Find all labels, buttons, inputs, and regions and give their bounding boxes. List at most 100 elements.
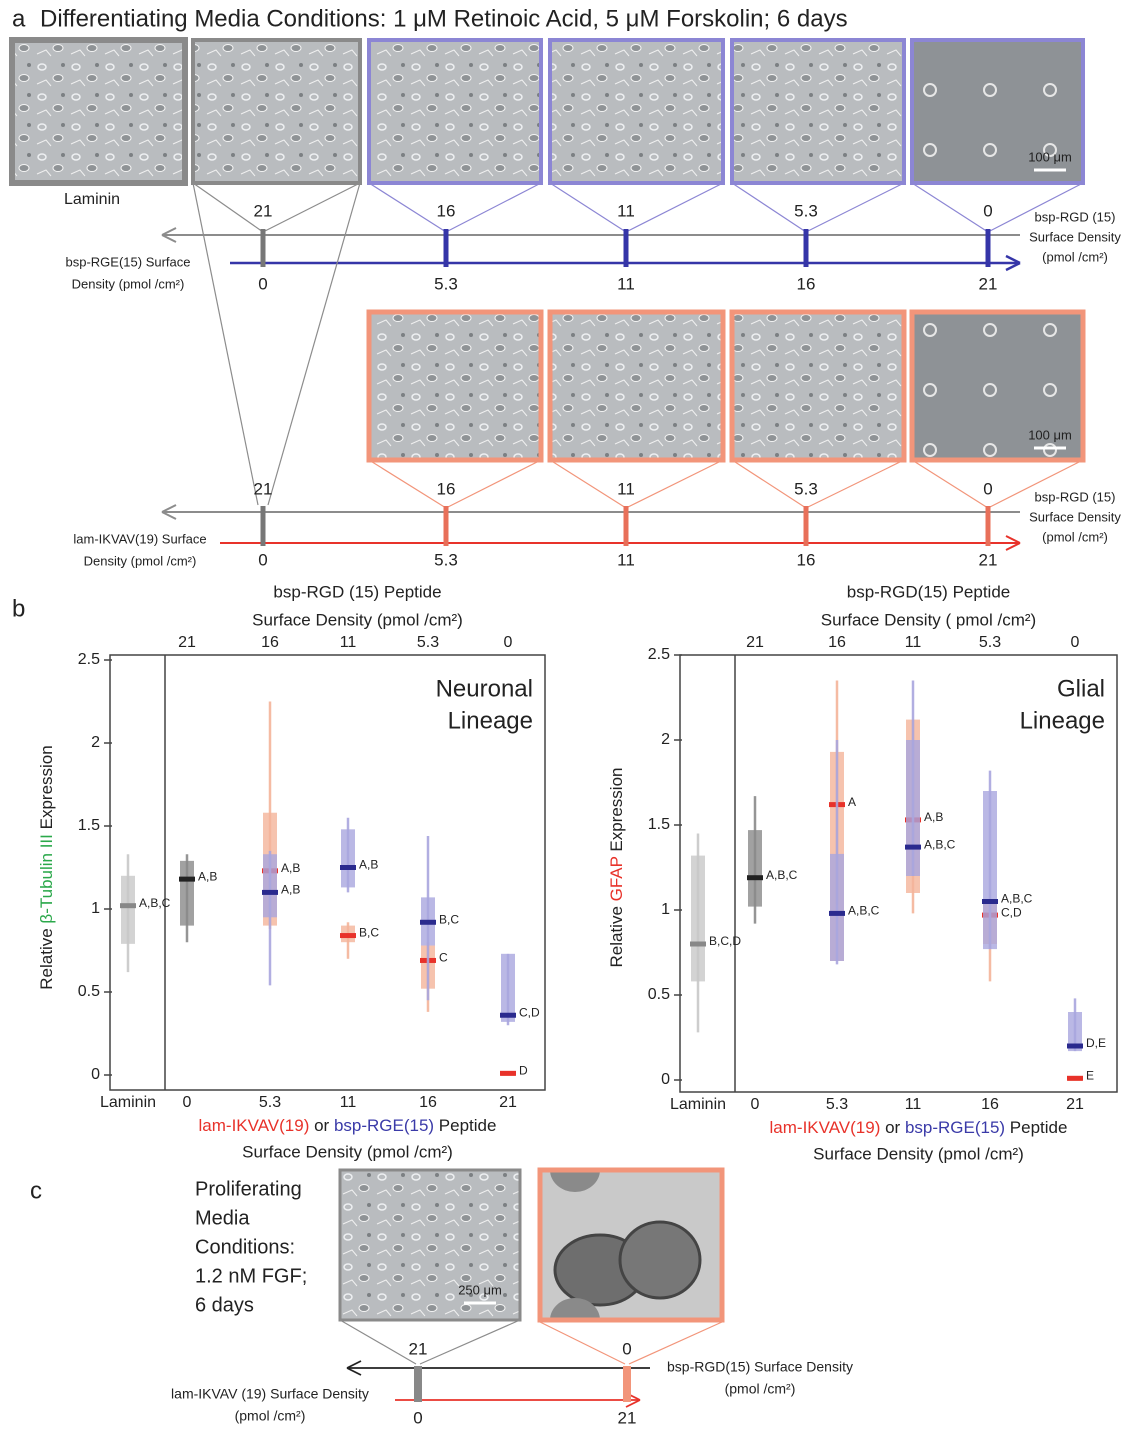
rgd-tick: 11 [617, 479, 635, 498]
micrograph [12, 40, 185, 183]
x-axis-label: lam-IKVAV(19) or bsp-RGE(15) Peptide [199, 1116, 497, 1135]
connector [988, 183, 1083, 232]
significance-label: A,B,C [1001, 892, 1033, 906]
connector [193, 183, 258, 505]
rgd-axis-label: (pmol /cm²) [1042, 249, 1108, 264]
scale-bar-label: 100 μm [1028, 149, 1072, 164]
rgd-tick: 16 [437, 479, 456, 498]
significance-label: C,D [519, 1005, 540, 1019]
top-tick-label: 0 [1071, 634, 1080, 651]
x-axis-label-part: Peptide [434, 1116, 496, 1135]
peptide-tick: 21 [618, 1408, 637, 1427]
peptide-axis-label: Density (pmol /cm²) [72, 276, 185, 291]
y-tick-label: 2.5 [648, 646, 670, 663]
rgd-tick: 5.3 [794, 479, 818, 498]
rgd-axis-label: (pmol /cm²) [725, 1381, 796, 1397]
significance-label: A,B [281, 861, 300, 875]
y-tick-label: 1.5 [648, 816, 670, 833]
axis-tick [444, 229, 449, 267]
x-axis-label-part: bsp-RGE(15) [334, 1116, 434, 1135]
significance-label: A,B,C [766, 868, 798, 882]
x-tick-label: 21 [1066, 1096, 1084, 1113]
box [263, 854, 277, 917]
panel-letter: c [30, 1177, 42, 1204]
rgd-axis-label: Surface Density [1029, 509, 1121, 524]
figure: aDifferentiating Media Conditions: 1 μM … [0, 0, 1135, 1429]
significance-label: A,B,C [139, 896, 171, 910]
connector [340, 1320, 416, 1364]
rgd-axis-label: bsp-RGD (15) [1035, 489, 1116, 504]
top-axis-label: bsp-RGD(15) Peptide [847, 582, 1010, 601]
peptide-axis-label: lam-IKVAV (19) Surface Density [171, 1386, 369, 1402]
significance-label: A,B [281, 883, 300, 897]
x-tick-label: 11 [340, 1094, 357, 1111]
box [180, 861, 194, 926]
axis-tick [804, 506, 809, 546]
significance-label: D,E [1086, 1036, 1106, 1050]
top-axis-label: Surface Density (pmol /cm²) [252, 610, 463, 629]
micrograph [193, 40, 360, 183]
y-tick-label: 0.5 [78, 983, 100, 1000]
panel-letter: b [12, 595, 25, 622]
peptide-tick: 0 [258, 274, 267, 293]
peptide-axis-label: Density (pmol /cm²) [84, 553, 197, 568]
x-axis-label-part: lam-IKVAV(19) [770, 1118, 881, 1137]
x-tick-label: 11 [905, 1096, 922, 1113]
x-tick-label: 5.3 [259, 1094, 281, 1111]
box [983, 791, 997, 949]
axis-tick [414, 1366, 422, 1402]
conditions-text: Media [195, 1207, 250, 1229]
rgd-tick: 16 [437, 201, 456, 220]
x-axis-label-part: lam-IKVAV(19) [199, 1116, 310, 1135]
axis-tick [624, 506, 629, 546]
x-axis-label-part: Peptide [1005, 1118, 1067, 1137]
box [830, 854, 844, 961]
rgd-tick: 21 [409, 1339, 428, 1358]
box [906, 740, 920, 876]
rgd-tick: 21 [254, 479, 273, 498]
connector [446, 460, 541, 508]
axis-tick [261, 506, 266, 546]
peptide-tick: 5.3 [434, 550, 458, 569]
peptide-axis-label: lam-IKVAV(19) Surface [73, 531, 206, 546]
connector [540, 1322, 625, 1364]
connector [420, 1320, 520, 1364]
x-axis-label: lam-IKVAV(19) or bsp-RGE(15) Peptide [770, 1118, 1068, 1137]
x-tick-label: 0 [751, 1096, 760, 1113]
connector [550, 460, 626, 508]
connector [369, 460, 446, 508]
box [691, 856, 705, 982]
y-tick-label: 0 [91, 1066, 100, 1083]
top-tick-label: 5.3 [417, 634, 439, 651]
connector [193, 183, 263, 232]
box [121, 876, 135, 944]
top-axis-label: Surface Density ( pmol /cm²) [821, 610, 1036, 629]
y-axis-label: Relative GFAP Expression [607, 767, 626, 967]
box [748, 830, 762, 907]
significance-label: A,B,C [848, 904, 880, 918]
x-axis-label-part: or [880, 1118, 905, 1137]
significance-label: E [1086, 1068, 1094, 1082]
significance-label: D [519, 1064, 528, 1078]
micrograph [340, 1170, 520, 1320]
y-tick-label: 2 [91, 734, 100, 751]
top-tick-label: 0 [504, 634, 513, 651]
peptide-tick: 16 [797, 550, 816, 569]
x-axis-label-part: bsp-RGE(15) [905, 1118, 1005, 1137]
conditions-text: 6 days [195, 1294, 254, 1316]
axis-tick [624, 229, 629, 267]
axis-tick [804, 229, 809, 267]
top-axis-label: bsp-RGD (15) Peptide [273, 582, 441, 601]
box [501, 954, 515, 1022]
y-tick-label: 0.5 [648, 986, 670, 1003]
micrograph [550, 312, 723, 460]
peptide-tick: 21 [979, 550, 998, 569]
laminin-label: Laminin [64, 191, 120, 208]
connector [912, 183, 988, 232]
rgd-tick: 0 [983, 201, 992, 220]
axis-tick [444, 506, 449, 546]
rgd-tick: 5.3 [794, 201, 818, 220]
x-tick-label: 21 [499, 1094, 517, 1111]
y-tick-label: 1 [91, 900, 100, 917]
panel-title: Neuronal [436, 675, 533, 702]
